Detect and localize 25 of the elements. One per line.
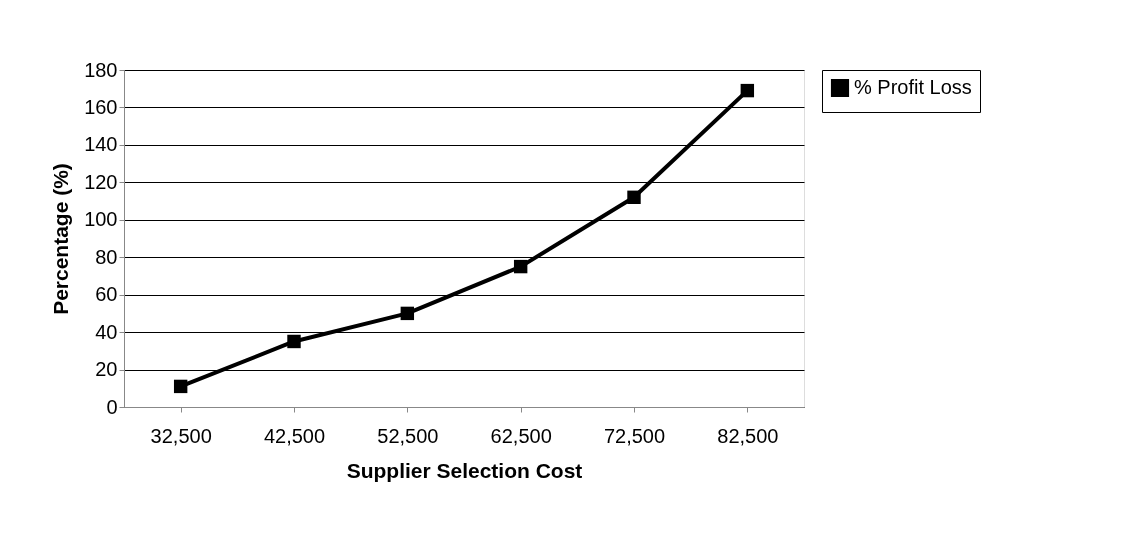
y-tick-label: 160 — [84, 95, 118, 118]
x-tick-label: 52,500 — [377, 424, 439, 447]
y-tick-label: 40 — [95, 320, 118, 343]
point — [740, 83, 755, 98]
x-tick-label: 42,500 — [263, 424, 326, 447]
y-tick-label: 20 — [95, 358, 118, 381]
point — [173, 379, 188, 394]
point — [513, 259, 528, 274]
point — [287, 334, 301, 349]
y-tick-label: 140 — [84, 133, 118, 156]
legend-label: % Profit Loss — [854, 76, 972, 98]
point — [627, 190, 641, 205]
y-tick-label: 0 — [106, 395, 118, 418]
y-tick-label: 120 — [84, 170, 118, 193]
y-tick-label: 80 — [95, 245, 118, 268]
y-tick-label: 100 — [84, 208, 118, 231]
x-tick-label: 82,500 — [717, 424, 779, 447]
x-tick-label: 72,500 — [603, 424, 666, 447]
point — [400, 306, 415, 321]
x-axis-title: Supplier Selection Cost — [346, 458, 583, 482]
x-tick-label: 32,500 — [150, 424, 212, 447]
y-tick-label: 60 — [95, 283, 118, 306]
x-tick-label: 62,500 — [490, 424, 552, 447]
y-tick-label: 180 — [84, 58, 118, 81]
y-axis-title: Percentage (%) — [49, 163, 73, 315]
